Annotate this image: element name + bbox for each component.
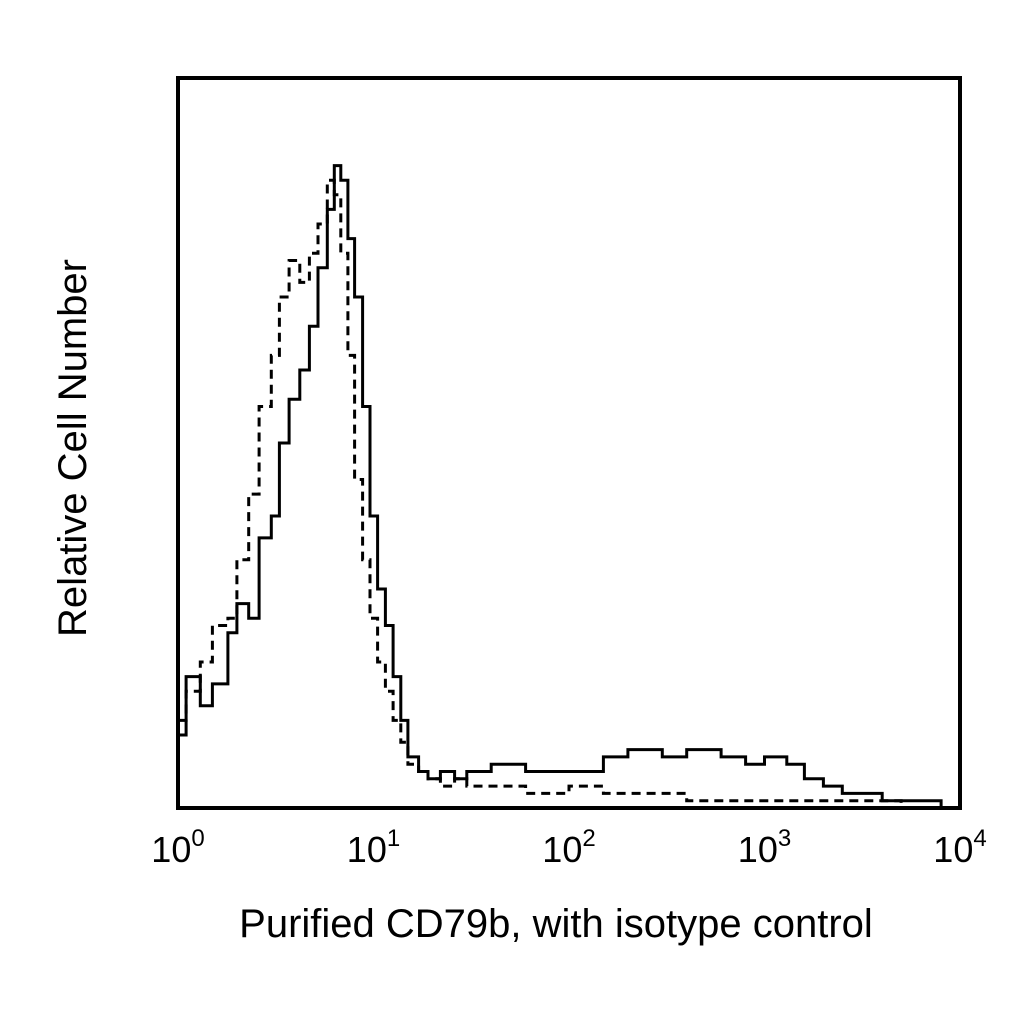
x-tick-label-1: 101: [347, 825, 400, 870]
y-axis-label: Relative Cell Number: [51, 259, 95, 637]
x-tick-label-2: 102: [542, 825, 595, 870]
isotype-control-histogram: [178, 178, 960, 810]
x-axis-label: Purified CD79b, with isotype control: [239, 902, 873, 946]
x-tick-label-3: 103: [738, 825, 791, 870]
cd79b-histogram: [178, 164, 960, 810]
x-tick-label-0: 100: [151, 825, 204, 870]
series-layer: [178, 164, 960, 810]
x-tick-labels: 100 101 102 103 104: [151, 825, 986, 870]
x-tick-label-4: 104: [933, 825, 986, 870]
plot-frame: [176, 76, 962, 810]
